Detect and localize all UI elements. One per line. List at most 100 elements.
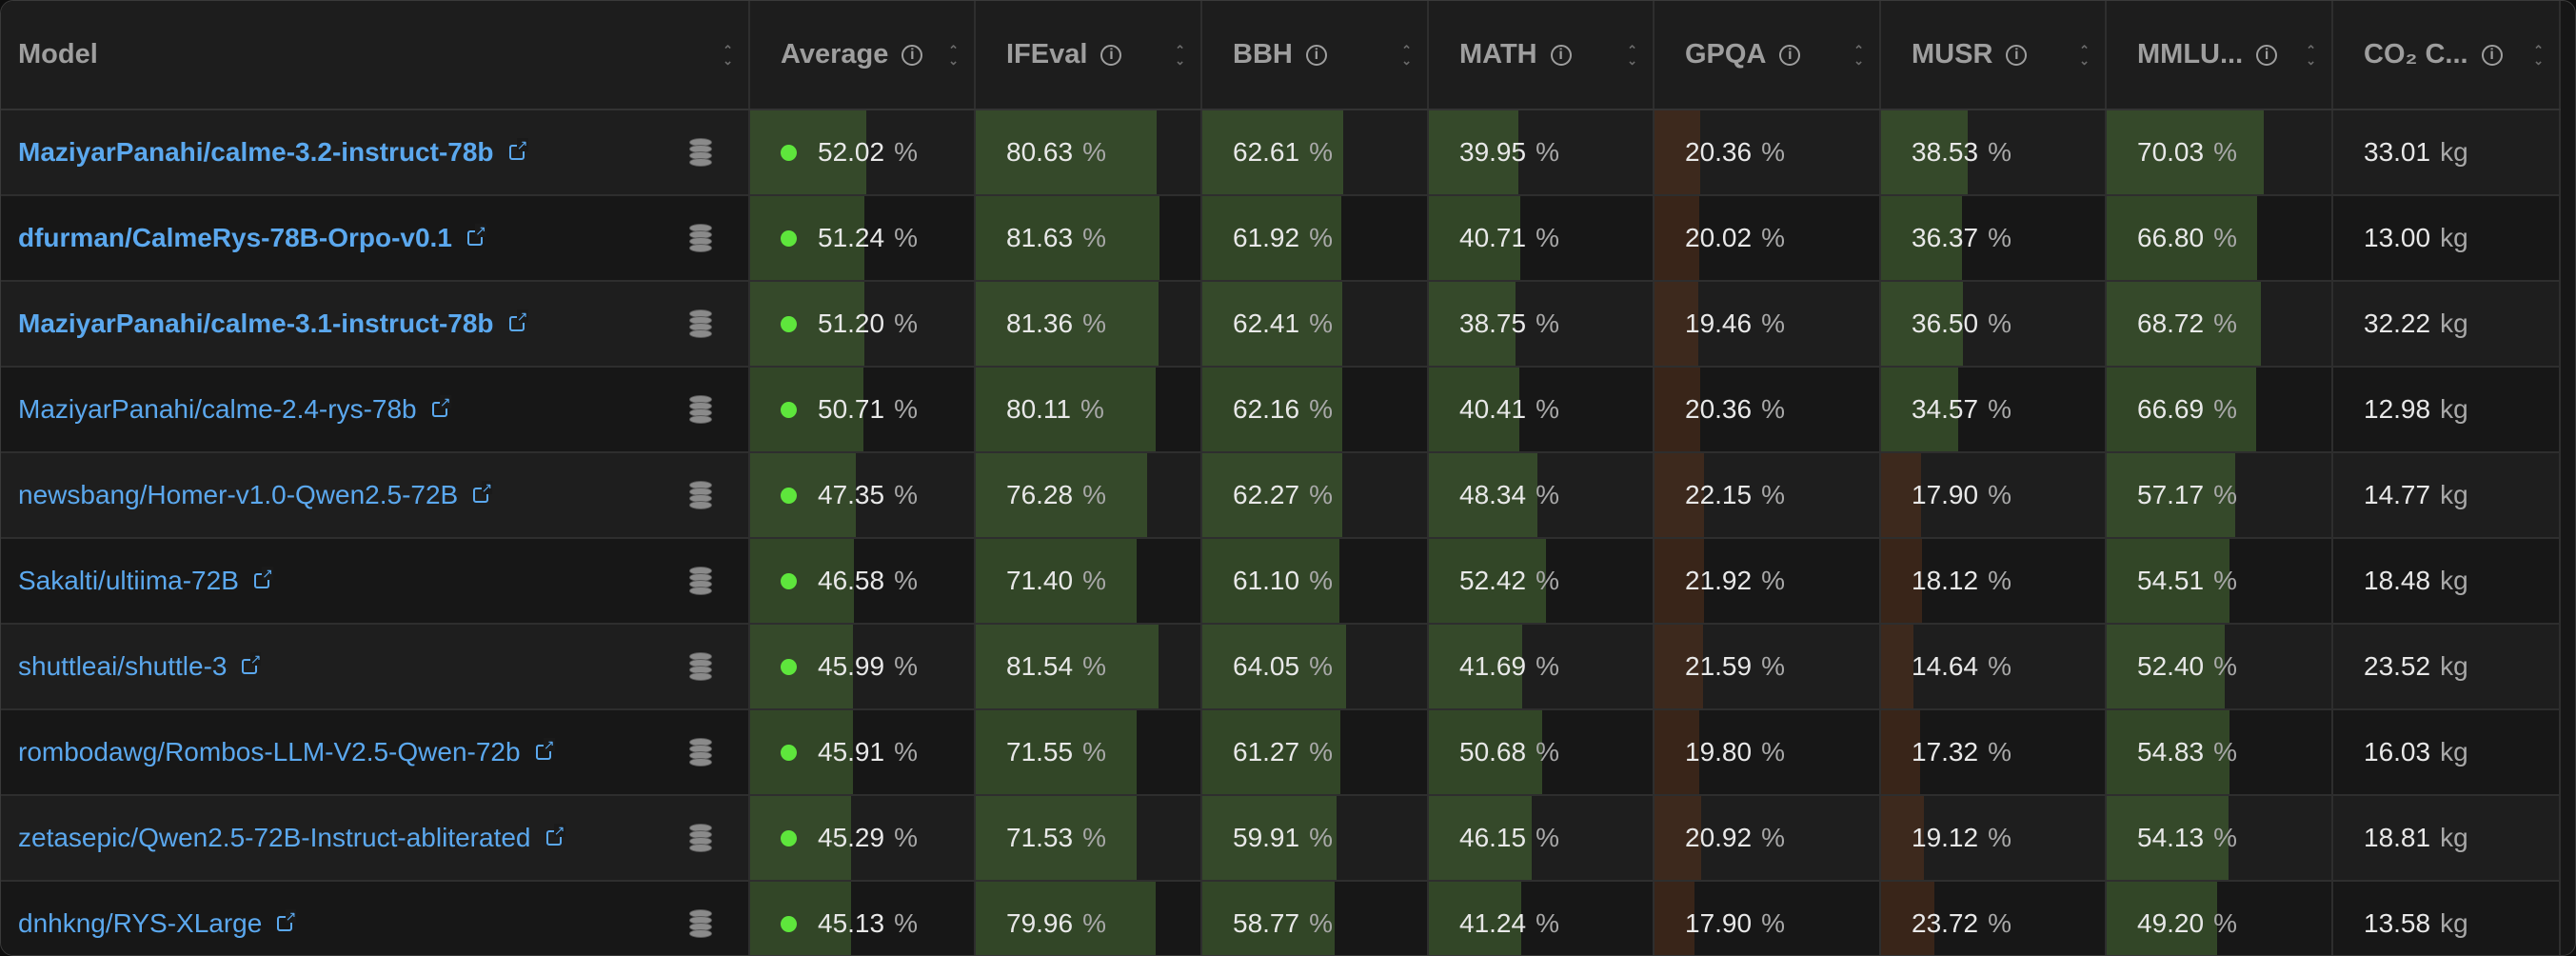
average-value: 46.58 xyxy=(818,566,885,595)
model-link[interactable]: MaziyarPanahi/calme-2.4-rys-78b xyxy=(18,394,417,424)
co2-value: 32.22 xyxy=(2364,309,2431,338)
model-link[interactable]: MaziyarPanahi/calme-3.1-instruct-78b xyxy=(18,309,494,338)
database-icon[interactable] xyxy=(689,138,712,167)
info-icon[interactable]: i xyxy=(2481,44,2503,66)
percent-unit: % xyxy=(1761,651,1785,681)
column-header-ifeval[interactable]: IFEval i ⌃ ⌄ xyxy=(975,1,1202,110)
musr-value: 23.72 xyxy=(1912,908,1979,938)
ifeval-cell: 81.36% xyxy=(975,281,1202,367)
ifeval-cell: 76.28% xyxy=(975,452,1202,538)
bbh-value: 64.05 xyxy=(1233,651,1300,681)
math-score-bar xyxy=(1429,796,1533,880)
math-score-bar xyxy=(1429,110,1518,194)
sort-icon[interactable]: ⌃ ⌄ xyxy=(2079,42,2090,68)
column-header-math[interactable]: MATH i ⌃ ⌄ xyxy=(1428,1,1655,110)
column-header-model[interactable]: Model ⌃ ⌄ xyxy=(1,1,750,110)
sort-icon[interactable]: ⌃ ⌄ xyxy=(2533,42,2544,68)
external-link-icon[interactable] xyxy=(253,567,273,588)
mmlu-cell: 66.80% xyxy=(2106,195,2333,281)
external-link-icon[interactable] xyxy=(535,738,555,760)
status-dot-icon xyxy=(781,658,797,675)
bbh-value: 62.27 xyxy=(1233,480,1300,509)
info-icon[interactable]: i xyxy=(902,44,923,66)
external-link-icon[interactable] xyxy=(545,824,565,846)
info-icon[interactable]: i xyxy=(2006,44,2028,66)
percent-unit: % xyxy=(1988,908,2011,938)
model-link[interactable]: dnhkng/RYS-XLarge xyxy=(18,908,263,938)
external-link-icon[interactable] xyxy=(508,138,528,160)
average-score-bar xyxy=(750,710,853,794)
average-cell: 47.35% xyxy=(749,452,976,538)
mmlu-score-bar xyxy=(2107,625,2225,708)
model-link[interactable]: newsbang/Homer-v1.0-Qwen2.5-72B xyxy=(18,480,459,509)
database-icon[interactable] xyxy=(689,481,712,509)
column-header-average[interactable]: Average i ⌃ ⌄ xyxy=(749,1,976,110)
info-icon[interactable]: i xyxy=(1779,44,1801,66)
math-cell: 41.69% xyxy=(1428,624,1655,709)
ifeval-score-bar xyxy=(976,453,1148,537)
model-link[interactable]: rombodawg/Rombos-LLM-V2.5-Qwen-72b xyxy=(18,737,521,767)
table-row[interactable]: MaziyarPanahi/calme-2.4-rys-78b50.71%80.… xyxy=(1,367,2561,452)
column-header-gpqa[interactable]: GPQA i ⌃ ⌄ xyxy=(1654,1,1881,110)
model-link[interactable]: zetasepic/Qwen2.5-72B-Instruct-abliterat… xyxy=(18,823,531,852)
external-link-icon[interactable] xyxy=(242,652,262,674)
database-icon[interactable] xyxy=(689,567,712,595)
external-link-icon[interactable] xyxy=(277,909,297,931)
external-link-icon[interactable] xyxy=(431,395,451,417)
external-link-icon[interactable] xyxy=(466,224,486,246)
musr-cell: 18.12% xyxy=(1880,538,2107,624)
gpqa-cell: 19.80% xyxy=(1654,709,1881,795)
ifeval-score-bar xyxy=(976,796,1137,880)
column-header-co2[interactable]: CO₂ C... i ⌃ ⌄ xyxy=(2332,1,2561,110)
table-row[interactable]: rombodawg/Rombos-LLM-V2.5-Qwen-72b 45.91%… xyxy=(1,709,2561,795)
percent-unit: % xyxy=(2213,651,2237,681)
sort-icon[interactable]: ⌃ ⌄ xyxy=(1627,42,1637,68)
table-row[interactable]: dnhkng/RYS-XLarge45.13%79.96%58.77%41.24… xyxy=(1,881,2561,955)
co2-value: 13.00 xyxy=(2364,223,2431,252)
table-row[interactable]: Sakalti/ultiima-72B46.58%71.40%61.10%52.… xyxy=(1,538,2561,624)
database-icon[interactable] xyxy=(689,738,712,767)
external-link-icon[interactable] xyxy=(473,481,493,503)
model-link[interactable]: MaziyarPanahi/calme-3.2-instruct-78b xyxy=(18,137,494,167)
sort-icon[interactable]: ⌃ ⌄ xyxy=(1401,42,1412,68)
mmlu-value: 68.72 xyxy=(2137,309,2205,338)
database-icon[interactable] xyxy=(689,652,712,681)
math-cell: 50.68% xyxy=(1428,709,1655,795)
musr-value: 36.37 xyxy=(1912,223,1979,252)
database-icon[interactable] xyxy=(689,824,712,852)
info-icon[interactable]: i xyxy=(1550,44,1572,66)
percent-unit: % xyxy=(1082,823,1106,852)
bbh-value: 59.91 xyxy=(1233,823,1300,852)
model-link[interactable]: Sakalti/ultiima-72B xyxy=(18,566,239,595)
sort-icon[interactable]: ⌃ ⌄ xyxy=(2306,42,2316,68)
sort-icon[interactable]: ⌃ ⌄ xyxy=(723,42,733,68)
status-dot-icon xyxy=(781,229,797,247)
table-row[interactable]: shuttleai/shuttle-345.99%81.54%64.05%41.… xyxy=(1,624,2561,709)
external-link-icon[interactable] xyxy=(508,309,528,331)
musr-value: 38.53 xyxy=(1912,137,1979,167)
info-icon[interactable]: i xyxy=(1305,44,1327,66)
column-header-musr[interactable]: MUSR i ⌃ ⌄ xyxy=(1880,1,2107,110)
table-row[interactable]: dfurman/CalmeRys-78B-Orpo-v0.151.24%81.6… xyxy=(1,195,2561,281)
sort-icon[interactable]: ⌃ ⌄ xyxy=(948,42,959,68)
database-icon[interactable] xyxy=(689,395,712,424)
info-icon[interactable]: i xyxy=(1100,44,1122,66)
sort-icon[interactable]: ⌃ ⌄ xyxy=(1175,42,1185,68)
table-row[interactable]: zetasepic/Qwen2.5-72B-Instruct-abliterat… xyxy=(1,795,2561,881)
table-row[interactable]: MaziyarPanahi/calme-3.2-instruct-78b 52.0… xyxy=(1,110,2561,195)
musr-score-bar xyxy=(1881,368,1959,451)
database-icon[interactable] xyxy=(689,309,712,338)
percent-unit: % xyxy=(894,137,918,167)
table-row[interactable]: MaziyarPanahi/calme-3.1-instruct-78b 51.2… xyxy=(1,281,2561,367)
model-link[interactable]: dfurman/CalmeRys-78B-Orpo-v0.1 xyxy=(18,223,452,252)
bbh-score-bar xyxy=(1202,110,1343,194)
database-icon[interactable] xyxy=(689,224,712,252)
co2-value: 18.48 xyxy=(2364,566,2431,595)
table-row[interactable]: newsbang/Homer-v1.0-Qwen2.5-72B 47.35%76.… xyxy=(1,452,2561,538)
model-link[interactable]: shuttleai/shuttle-3 xyxy=(18,651,228,681)
database-icon[interactable] xyxy=(689,909,712,938)
column-header-mmlu[interactable]: MMLU... i ⌃ ⌄ xyxy=(2106,1,2333,110)
info-icon[interactable]: i xyxy=(2256,44,2278,66)
column-header-bbh[interactable]: BBH i ⌃ ⌄ xyxy=(1201,1,1429,110)
sort-icon[interactable]: ⌃ ⌄ xyxy=(1853,42,1864,68)
